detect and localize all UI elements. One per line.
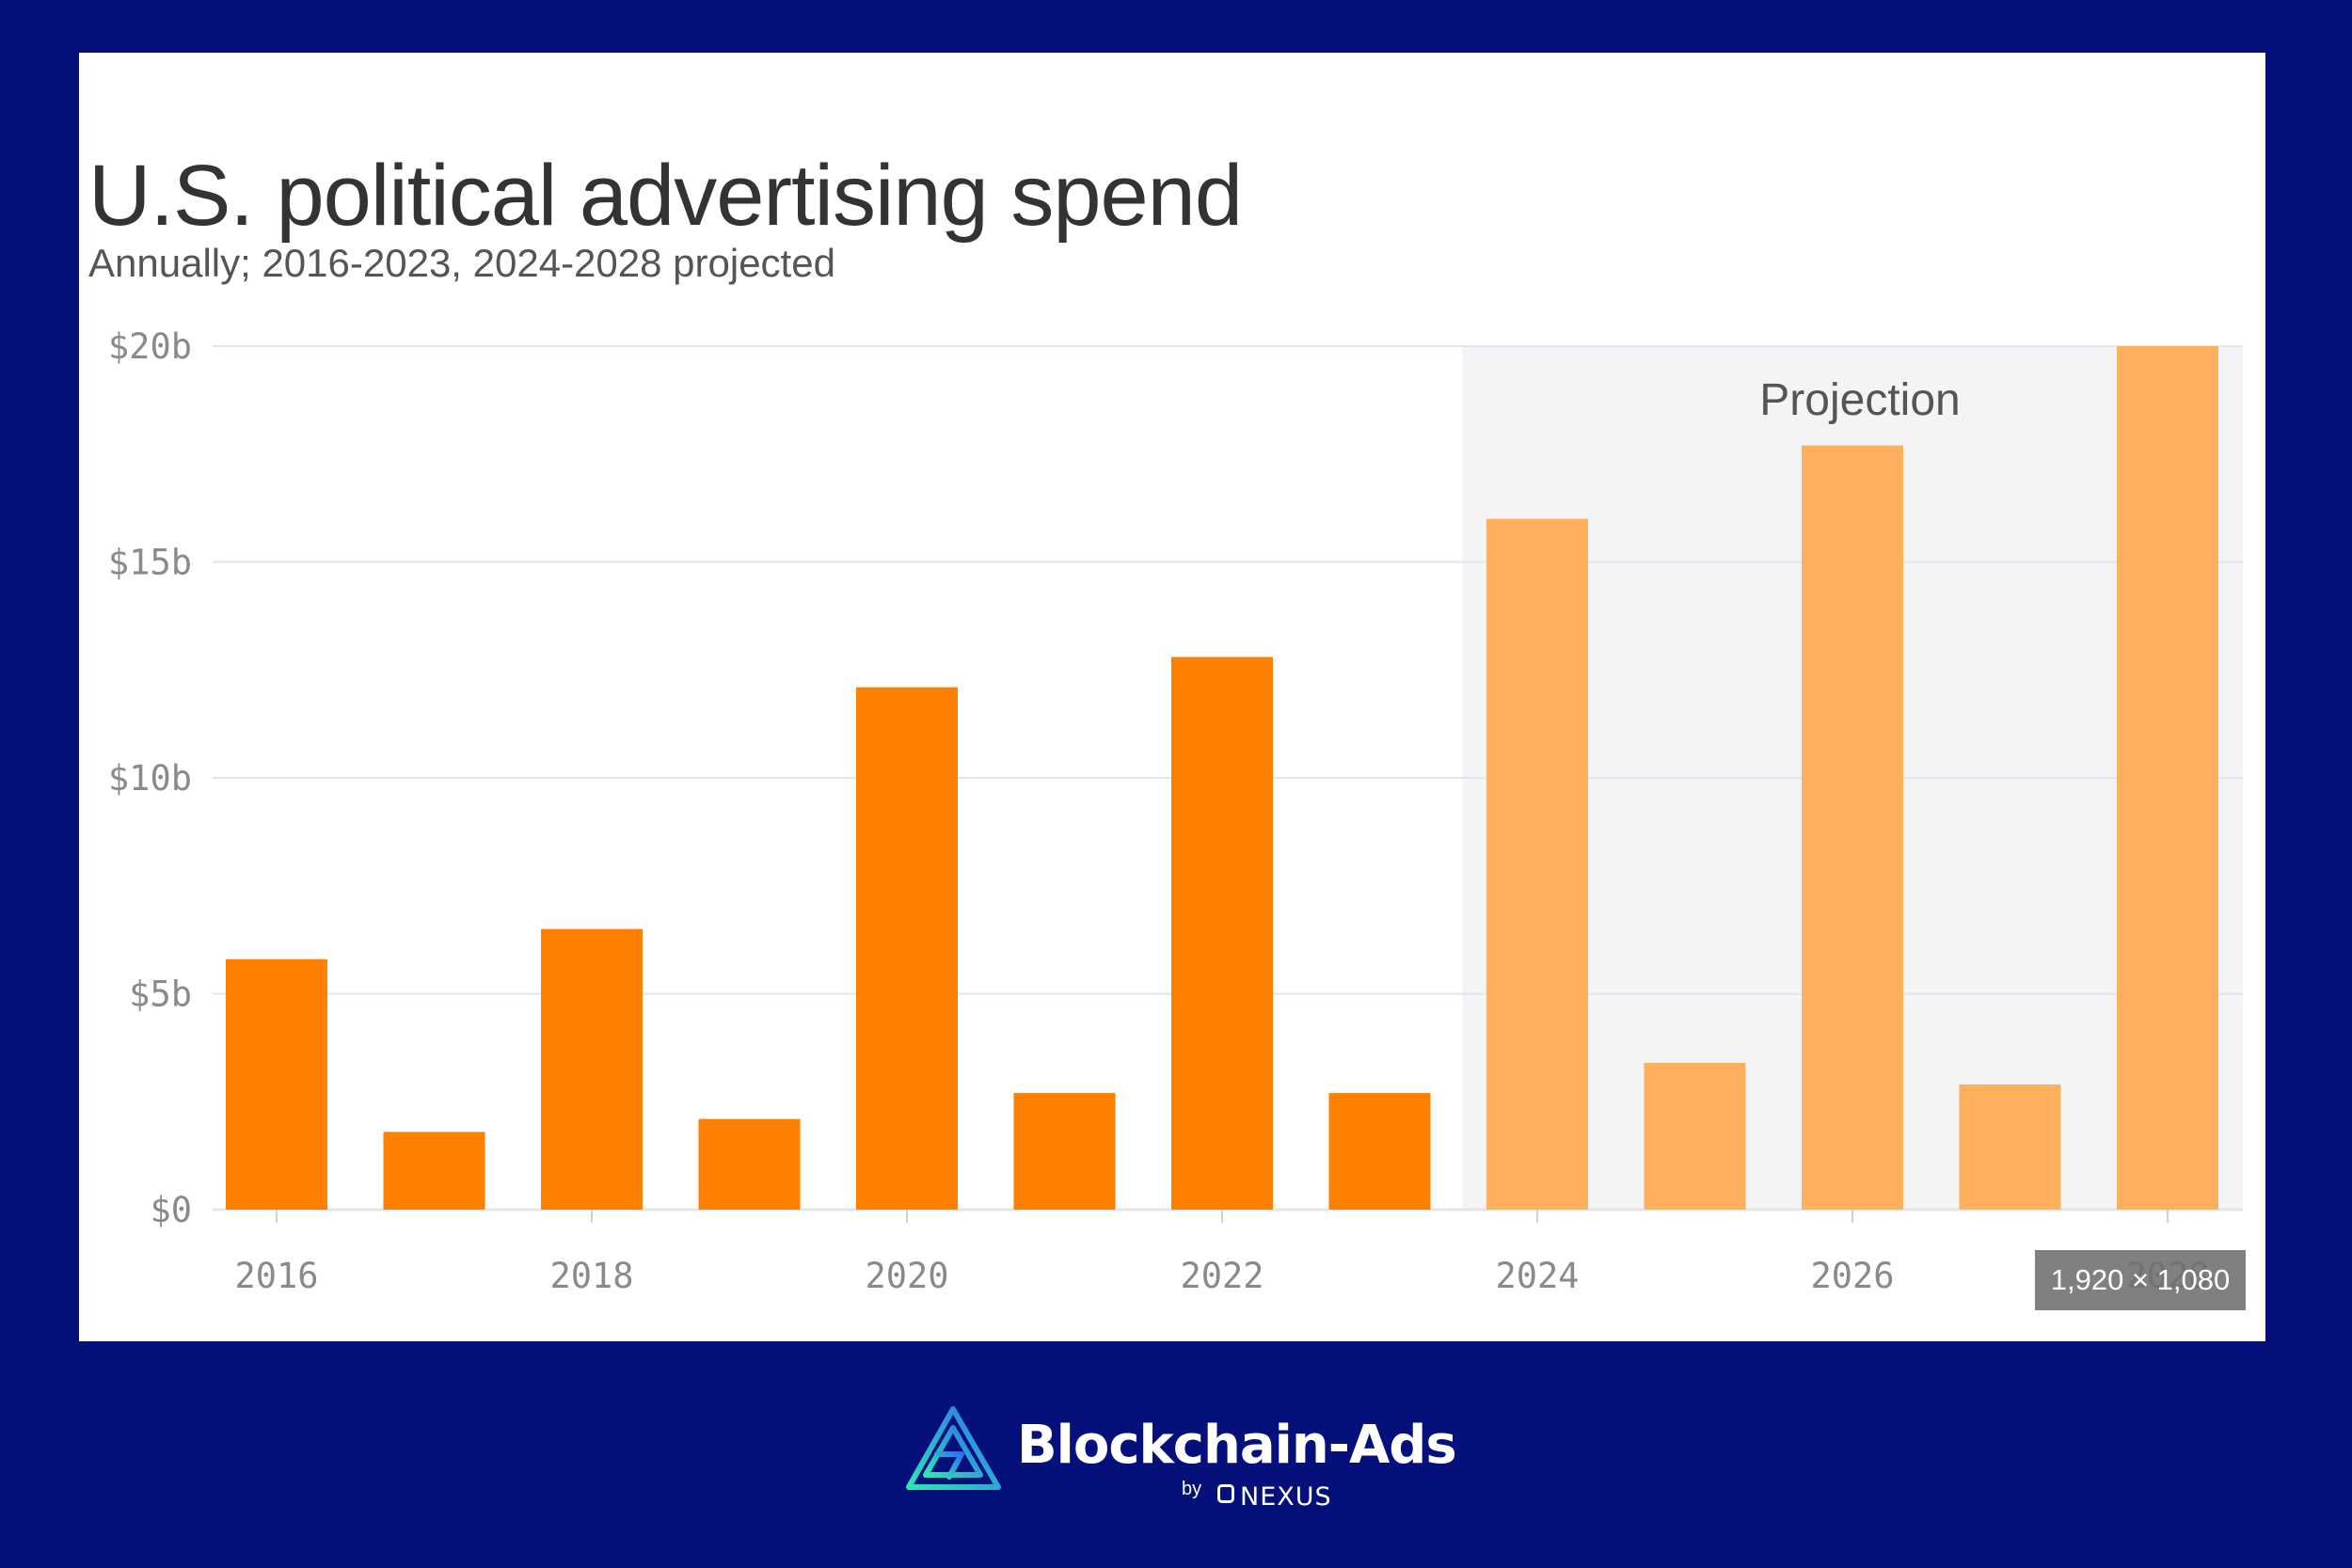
bar-2025 bbox=[1644, 1062, 1746, 1210]
bar-2022 bbox=[1171, 657, 1273, 1210]
bar-2023 bbox=[1328, 1093, 1431, 1210]
bar-2020 bbox=[856, 687, 958, 1210]
bar-2028 bbox=[2117, 346, 2218, 1210]
chart-subtitle: Annually; 2016-2023, 2024-2028 projected bbox=[88, 241, 835, 285]
bar-2019 bbox=[698, 1118, 801, 1210]
y-tick-label: $10b bbox=[108, 758, 192, 799]
brand-partner: NEXUS bbox=[1240, 1482, 1332, 1512]
bars bbox=[226, 346, 2218, 1210]
bar-2018 bbox=[541, 928, 643, 1210]
x-tick-label: 2016 bbox=[234, 1256, 318, 1296]
y-axis-ticks: $0 $5b $10b $15b $20b bbox=[108, 326, 192, 1230]
x-tick-label: 2018 bbox=[549, 1256, 633, 1296]
y-tick-label: $0 bbox=[150, 1190, 192, 1230]
bar-2017 bbox=[383, 1132, 485, 1210]
brand-footer: Blockchain-Ads by NEXUS bbox=[899, 1394, 1464, 1512]
x-axis-ticks: 2016201820202022202420262028 bbox=[234, 1210, 2210, 1296]
bar-2016 bbox=[226, 958, 327, 1210]
x-tick-label: 2026 bbox=[1810, 1256, 1894, 1296]
brand-name: Blockchain-Ads bbox=[1017, 1415, 1457, 1476]
y-tick-label: $5b bbox=[129, 974, 192, 1015]
x-tick-label: 2020 bbox=[865, 1256, 948, 1296]
bar-2024 bbox=[1486, 518, 1588, 1210]
bar-2026 bbox=[1802, 445, 1903, 1210]
y-tick-label: $15b bbox=[108, 543, 192, 583]
x-tick-label: 2024 bbox=[1495, 1256, 1579, 1296]
blockchain-ads-logo-icon bbox=[901, 1406, 1008, 1495]
chart-card: $0 $5b $10b $15b $20b 2016 2018 2020 2022 2024 20… bbox=[79, 53, 2265, 1341]
bar-2021 bbox=[1013, 1093, 1116, 1210]
x-tick-label: 2022 bbox=[1180, 1256, 1263, 1296]
projection-annotation: Projection bbox=[1759, 375, 1960, 425]
brand-by: by bbox=[1182, 1479, 1202, 1499]
bar-chart: $0 $5b $10b $15b $20b 2016 2018 2020 2022 2024 20… bbox=[108, 326, 2243, 1296]
chart-title: U.S. political advertising spend bbox=[88, 148, 1243, 244]
y-tick-label: $20b bbox=[108, 326, 192, 367]
nexus-icon bbox=[1217, 1484, 1234, 1503]
image-size-badge: 1,920 × 1,080 bbox=[2035, 1250, 2246, 1310]
bar-2027 bbox=[1959, 1084, 2061, 1210]
